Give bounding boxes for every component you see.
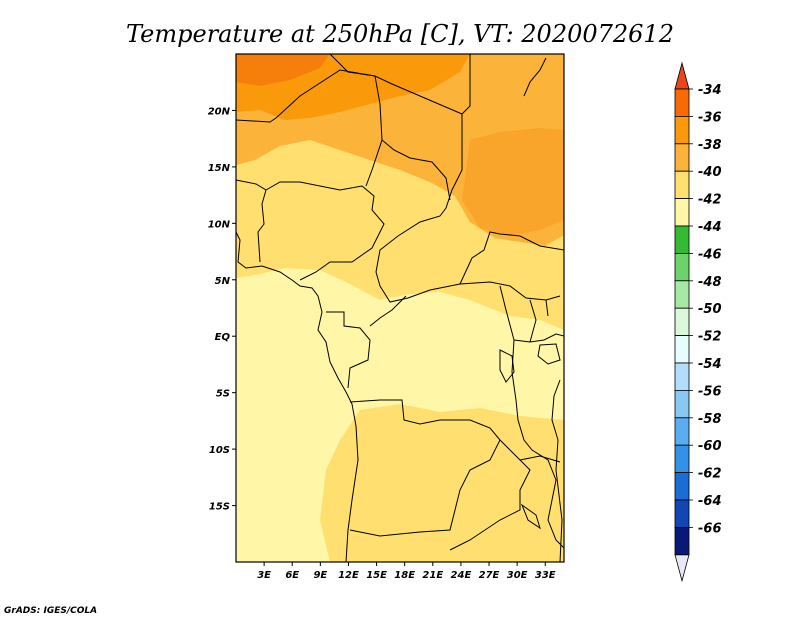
y-axis: 20N 15N 10N 5N EQ 5S 10S 15S (208, 106, 236, 513)
y-tick-label: 10S (209, 445, 230, 456)
x-tick-label: 9E (313, 570, 327, 581)
map-frame (235, 53, 565, 563)
chart-title: Temperature at 250hPa [C], VT: 202007261… (126, 20, 674, 48)
border-j (449, 439, 531, 551)
colorbar-swatch (674, 170, 690, 199)
colorbar-label: -64 (698, 494, 722, 509)
colorbar-label: -60 (698, 439, 722, 454)
colorbar-label: -44 (698, 220, 722, 235)
colorbar-swatch (674, 472, 690, 501)
x-tick-label: 3E (257, 570, 271, 581)
colorbar-swatch (674, 362, 690, 391)
colorbar: -34 -36 -38 -40 -42 -44 -46 -48 -50 -52 -54 -56 -58 -… (674, 61, 722, 583)
colorbar-label: -62 (698, 467, 722, 482)
colorbar-label: -46 (698, 247, 722, 262)
lake-outline-1 (499, 349, 515, 383)
colorbar-label: -66 (698, 521, 722, 536)
x-tick-label: 21E (422, 570, 443, 581)
colorbar-top-arrow (674, 61, 690, 90)
border-m (519, 455, 561, 463)
y-tick-label: 5S (216, 389, 230, 400)
colorbar-label: -38 (698, 138, 722, 153)
border-c (375, 114, 561, 303)
y-tick-label: 15S (209, 502, 230, 513)
border-l (513, 299, 564, 343)
x-tick-label: 27E (479, 570, 500, 581)
x-axis: 3E 6E 9E 12E 15E 18E 21E 24E 27E 30E 33E (257, 562, 556, 581)
colorbar-swatch (674, 499, 690, 528)
border-b (329, 54, 471, 115)
colorbar-label: -52 (698, 330, 722, 345)
x-tick-label: 24E (451, 570, 472, 581)
x-tick-label: 33E (535, 570, 556, 581)
credit-label: GrADS: IGES/COLA (4, 606, 97, 616)
colorbar-swatch (674, 225, 690, 254)
colorbar-label: -42 (698, 193, 722, 208)
border-f (381, 139, 451, 201)
field-level-38-east (462, 128, 564, 236)
colorbar-swatch (674, 389, 690, 419)
colorbar-swatch (674, 252, 690, 282)
y-tick-label: 20N (208, 106, 231, 117)
lake-outline-2 (537, 343, 561, 365)
colorbar-swatch (674, 88, 690, 117)
colorbar-label: -40 (698, 165, 722, 180)
border-h (369, 295, 407, 327)
colorbar-swatch (674, 444, 690, 474)
country-borders (236, 54, 564, 562)
colorbar-label: -36 (698, 110, 722, 125)
colorbar-label: -56 (698, 384, 722, 399)
colorbar-swatch (674, 527, 690, 556)
border-d (459, 231, 564, 285)
border-e (236, 179, 385, 281)
colorbar-swatch (674, 280, 690, 309)
x-tick-label: 18E (394, 570, 415, 581)
colorbar-label: -54 (698, 357, 722, 372)
colorbar-bottom-arrow (674, 554, 690, 583)
y-tick-label: EQ (215, 332, 231, 343)
colorbar-swatch (674, 116, 690, 145)
x-tick-label: 12E (338, 570, 359, 581)
x-tick-label: 6E (285, 570, 299, 581)
colorbar-swatch (674, 198, 690, 227)
coastline-east (523, 57, 563, 562)
colorbar-label: -34 (698, 83, 722, 98)
temperature-field (236, 54, 564, 562)
border-k (499, 285, 564, 549)
y-tick-label: 5N (215, 276, 231, 287)
colorbar-label: -58 (698, 412, 722, 427)
lake-outline-3 (520, 503, 541, 530)
x-tick-label: 30E (507, 570, 528, 581)
border-g (326, 311, 371, 389)
colorbar-swatch (674, 335, 690, 364)
coastline-west (236, 231, 359, 562)
field-level-36 (236, 54, 330, 86)
x-tick-label: 15E (366, 570, 387, 581)
colorbar-label: -48 (698, 275, 722, 290)
colorbar-label: -50 (698, 302, 722, 317)
y-tick-label: 10N (208, 219, 231, 230)
y-tick-label: 15N (208, 163, 231, 174)
colorbar-swatch (674, 143, 690, 172)
colorbar-swatch (674, 417, 690, 446)
border-i (349, 399, 501, 537)
colorbar-swatch (674, 307, 690, 337)
